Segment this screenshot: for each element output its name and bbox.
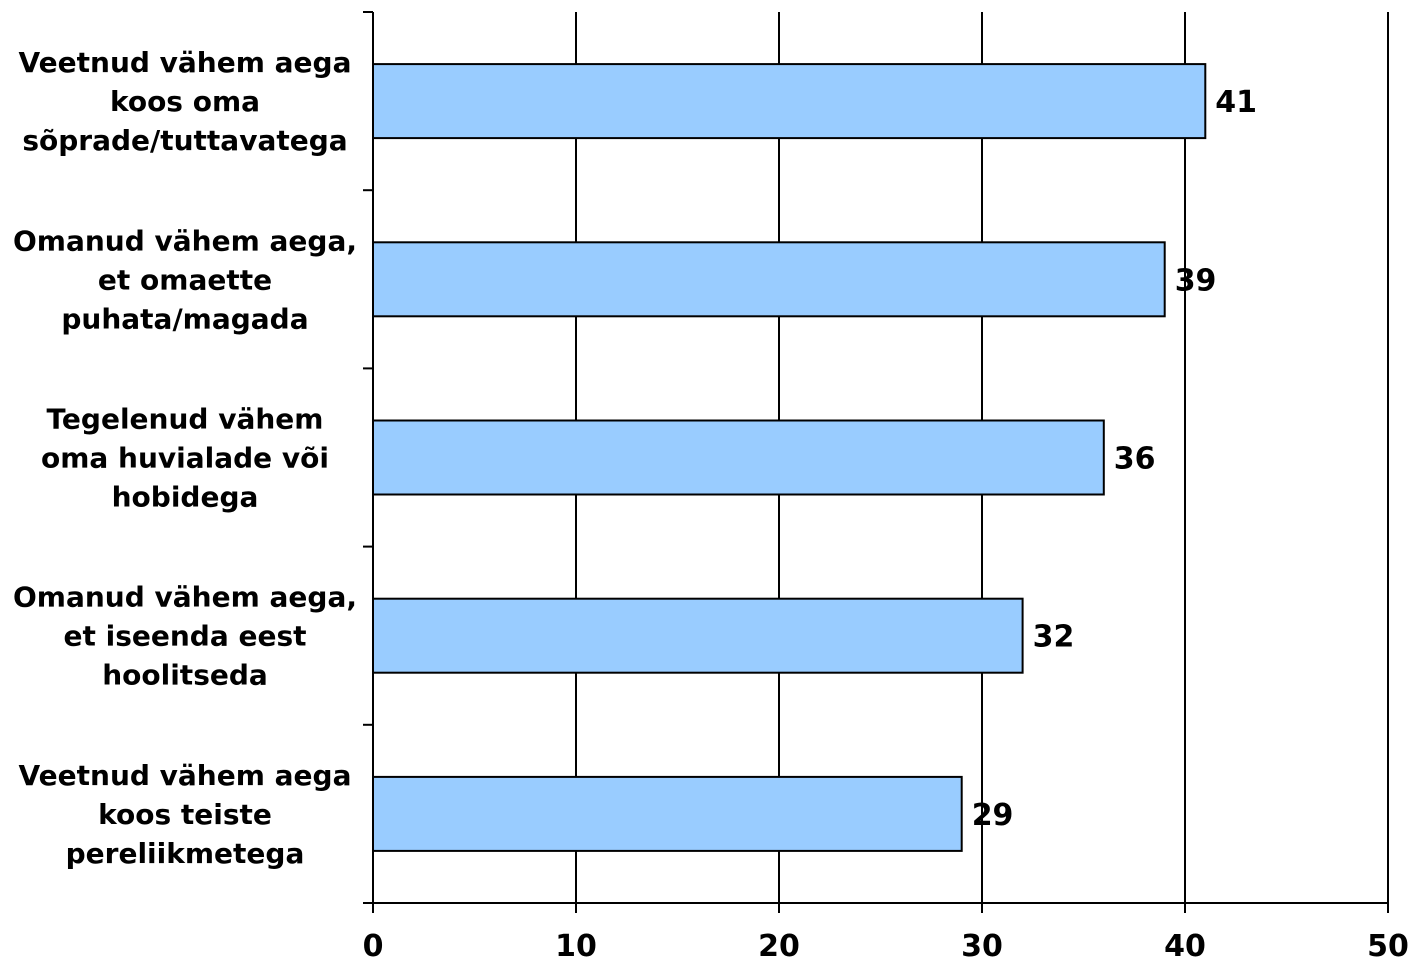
category-label-line: et omaette: [98, 263, 272, 296]
x-tick-label: 20: [758, 929, 800, 962]
category-label-line: Omanud vähem aega,: [13, 581, 357, 614]
data-label-3: 32: [1033, 620, 1075, 655]
category-label-line: et iseenda eest: [63, 620, 306, 653]
data-label-1: 39: [1175, 263, 1217, 298]
bars: [372, 63, 1207, 852]
category-label-line: Tegelenud vähem: [47, 403, 324, 436]
axes: [363, 11, 1389, 913]
category-label-line: Veetnud vähem aega: [19, 46, 352, 79]
category-label-line: koos oma: [110, 85, 260, 118]
data-label-2: 36: [1114, 442, 1156, 477]
category-label-line: koos teiste: [98, 798, 272, 831]
category-label-line: pereliikmetega: [66, 837, 305, 870]
x-tick-label: 50: [1367, 929, 1409, 962]
bar-3: [372, 597, 1024, 674]
bar-2: [372, 419, 1105, 496]
bar-4: [372, 775, 963, 852]
category-label-line: sõprade/tuttavatega: [22, 124, 347, 157]
category-label-line: Veetnud vähem aega: [19, 759, 352, 792]
x-tick-label: 0: [363, 929, 384, 962]
bar-1: [372, 241, 1166, 318]
bar-0: [372, 63, 1207, 140]
category-label-line: puhata/magada: [61, 302, 308, 335]
category-label-line: hoolitseda: [102, 659, 268, 692]
category-label-line: oma huvialade või: [41, 442, 329, 475]
category-label-line: hobidega: [112, 481, 259, 514]
labels: 0 10 20 30 40 50 41 Veetnud vähem aega koos oma s…: [13, 46, 1409, 962]
category-label-line: Omanud vähem aega,: [13, 224, 357, 257]
x-tick-label: 40: [1164, 929, 1206, 962]
data-label-4: 29: [972, 798, 1014, 833]
x-tick-label: 10: [555, 929, 597, 962]
data-label-0: 41: [1215, 85, 1257, 120]
x-tick-label: 30: [961, 929, 1003, 962]
